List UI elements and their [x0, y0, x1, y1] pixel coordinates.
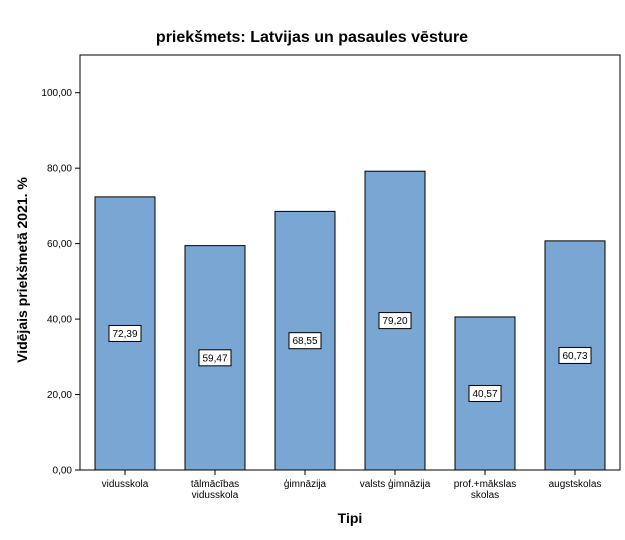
data-label-box — [558, 346, 592, 364]
bar — [274, 210, 336, 471]
data-label-box — [288, 332, 322, 350]
x-axis: vidusskola tālmācības vidusskola ģimnāzija v… — [102, 470, 602, 501]
data-label-box — [108, 324, 142, 342]
chart-title: priekšmets: Latvijas un pasaules vēsture — [156, 29, 468, 46]
x-tick-label: ģimnāzija — [284, 477, 327, 490]
x-tick-label: augstskolas — [549, 479, 602, 490]
data-label: 68,55 — [292, 336, 317, 347]
bars: 72,39 59,47 68,55 79,20 40,57 60,73 — [94, 170, 606, 471]
y-axis-title: Vidējais priekšmetā 2021. % — [14, 177, 30, 363]
y-tick-label: 100,00 — [41, 88, 72, 99]
x-axis-title: Tipi — [338, 510, 363, 526]
y-tick-label: 0,00 — [53, 466, 73, 477]
data-label-box — [378, 312, 412, 330]
plot-area-frame — [79, 54, 621, 471]
x-tick-label: valsts ģimnāzija — [360, 477, 431, 490]
y-tick-label: 60,00 — [47, 239, 72, 250]
data-label-box — [198, 349, 232, 367]
y-axis: 0,00 20,00 40,00 60,00 80,00 100,00 — [41, 88, 80, 477]
data-label: 60,73 — [562, 351, 587, 362]
y-tick-label: 40,00 — [47, 315, 72, 326]
data-label: 40,57 — [472, 389, 497, 400]
x-tick-label: prof.+mākslas skolas — [454, 479, 517, 501]
data-label-box — [468, 384, 502, 402]
data-label: 59,47 — [202, 353, 227, 364]
x-tick-label: vidusskola — [102, 479, 149, 490]
y-tick-label: 20,00 — [47, 390, 72, 401]
data-label: 79,20 — [382, 316, 407, 327]
x-tick-label: tālmācības vidusskola — [191, 479, 239, 501]
data-label: 72,39 — [112, 329, 137, 340]
y-tick-label: 80,00 — [47, 164, 72, 175]
